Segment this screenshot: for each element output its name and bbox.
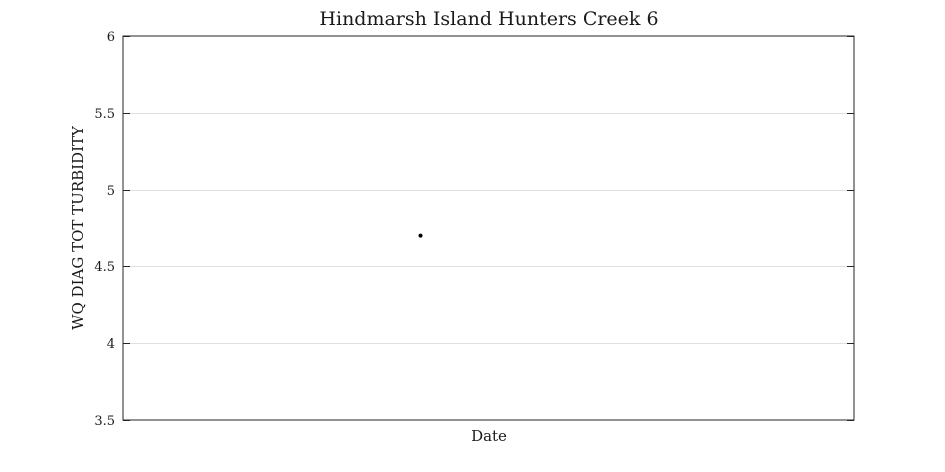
y-tick-label: 5.5 — [94, 107, 115, 122]
data-points — [418, 233, 423, 238]
y-tick-label: 4 — [107, 337, 115, 352]
chart-title: Hindmarsh Island Hunters Creek 6 — [319, 8, 658, 30]
y-tick-label: 6 — [107, 30, 115, 45]
y-axis-ticks: 3.5 4 4.5 5 5.5 6 — [94, 30, 854, 429]
grid-lines — [123, 113, 854, 344]
x-axis-label: Date — [471, 427, 507, 445]
plot-area-frame — [122, 35, 855, 421]
y-tick-label: 5 — [107, 184, 115, 199]
y-axis-label: WQ DIAG TOT TURBIDITY — [69, 125, 87, 330]
data-point — [418, 233, 423, 238]
y-tick-label: 3.5 — [94, 414, 115, 429]
y-tick-label: 4.5 — [94, 260, 115, 275]
